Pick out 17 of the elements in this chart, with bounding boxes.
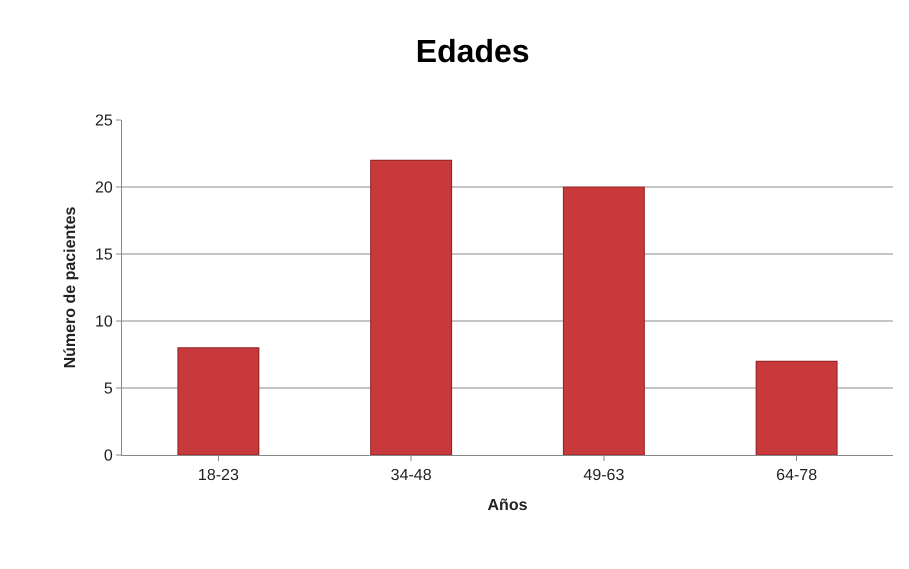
bar	[177, 347, 260, 455]
x-tick-label: 49-63	[583, 467, 624, 484]
bar	[562, 186, 645, 455]
y-axis-title: Número de pacientes	[62, 206, 79, 368]
x-tick-label: 64-78	[776, 467, 818, 484]
x-axis-title: Años	[488, 496, 528, 514]
chart-title: Edades	[416, 33, 530, 70]
y-tick-label: 15	[95, 246, 113, 264]
x-tick-label: 34-48	[390, 467, 432, 484]
bar	[370, 160, 452, 455]
y-tick-label: 5	[104, 380, 113, 398]
y-tick-label: 25	[95, 112, 113, 130]
x-tick-label: 18-23	[198, 467, 239, 484]
y-tick-label: 0	[104, 448, 113, 465]
y-tick-label: 20	[95, 180, 113, 197]
bar	[756, 360, 838, 455]
y-tick-label: 10	[95, 314, 113, 331]
